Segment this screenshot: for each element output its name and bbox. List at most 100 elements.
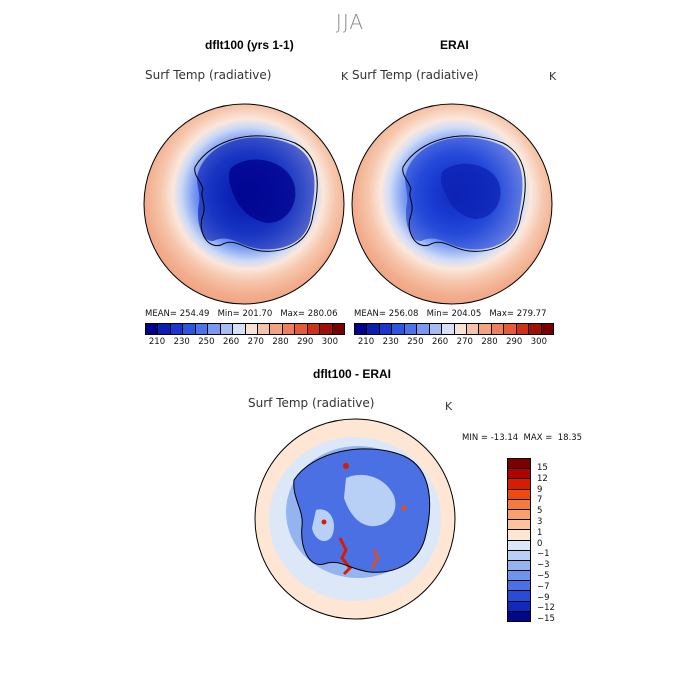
colorbar-tick-label: 280 — [481, 337, 498, 347]
colorbar-tick-label: −5 — [537, 571, 550, 581]
colorbar-tick-label: −12 — [537, 603, 555, 614]
colorbar-swatch — [392, 324, 405, 334]
colorbar-swatch — [508, 591, 530, 602]
colorbar-swatch — [466, 324, 480, 334]
colorbar-swatch — [529, 324, 542, 334]
season-title: JJA — [335, 10, 365, 34]
right-stats: MEAN= 256.08 Min= 204.05 Max= 279.77 — [354, 309, 547, 319]
colorbar-swatch — [508, 560, 530, 572]
diff-panel-title: dflt100 - ERAI — [313, 367, 392, 381]
colorbar-swatch — [454, 324, 467, 334]
colorbar-tick-label: 270 — [247, 337, 264, 347]
colorbar-tick-label: 9 — [537, 484, 543, 495]
colorbar-tick-label: −7 — [537, 581, 550, 592]
colorbar-tick-label: 12 — [537, 473, 548, 484]
left-units-label: K — [341, 70, 349, 83]
colorbar-swatch — [404, 324, 418, 334]
colorbar-swatch — [146, 324, 159, 334]
colorbar-tick-label: 270 — [456, 337, 473, 347]
colorbar-swatch — [245, 324, 258, 334]
colorbar-tick-label: 280 — [272, 337, 289, 347]
left-variable-label: Surf Temp (radiative) — [145, 68, 272, 82]
diff-min-value: -13.14 — [490, 433, 519, 443]
right-antarctica-coastline — [402, 135, 526, 252]
colorbar-swatch — [208, 324, 221, 334]
colorbar-swatch — [332, 324, 344, 334]
diff-polar-map — [254, 418, 456, 620]
colorbar-swatch — [195, 324, 209, 334]
colorbar-swatch — [158, 324, 171, 334]
left-min-value: 201.70 — [242, 309, 273, 319]
colorbar-tick-label: 1 — [537, 527, 543, 538]
colorbar-swatch — [270, 324, 283, 334]
diff-antarctica-coastline — [293, 448, 431, 573]
right-max-label: Max= — [489, 309, 515, 319]
left-colorbar — [145, 323, 345, 335]
colorbar-swatch — [508, 469, 530, 480]
colorbar-swatch — [367, 324, 380, 334]
colorbar-swatch — [282, 324, 296, 334]
colorbar-swatch — [508, 479, 530, 490]
colorbar-swatch — [295, 324, 308, 334]
right-max-value: 279.77 — [516, 309, 547, 319]
colorbar-swatch — [429, 324, 443, 334]
colorbar-swatch — [307, 324, 321, 334]
colorbar-tick-label: 15 — [537, 463, 548, 473]
colorbar-tick-label: 290 — [506, 337, 523, 347]
colorbar-tick-label: 210 — [148, 337, 166, 347]
colorbar-tick-label: 3 — [537, 517, 543, 527]
colorbar-tick-label: 230 — [382, 337, 399, 347]
colorbar-swatch — [220, 324, 234, 334]
right-min-label: Min= — [426, 309, 449, 319]
colorbar-swatch — [479, 324, 492, 334]
colorbar-tick-label: 260 — [431, 337, 449, 347]
diff-max-label: MAX = — [523, 433, 553, 443]
colorbar-tick-label: 250 — [407, 337, 424, 347]
colorbar-swatch — [508, 601, 530, 612]
colorbar-tick-label: −15 — [537, 614, 555, 625]
left-polar-map — [143, 103, 345, 305]
colorbar-swatch — [508, 499, 530, 510]
diff-temperature-field — [255, 419, 455, 619]
diff-minmax: MIN = -13.14 MAX = 18.35 — [462, 433, 582, 443]
colorbar-swatch — [508, 611, 530, 621]
right-variable-label: Surf Temp (radiative) — [352, 68, 479, 82]
right-min-value: 204.05 — [451, 309, 482, 319]
colorbar-swatch — [516, 324, 530, 334]
colorbar-tick-label: 290 — [297, 337, 314, 347]
colorbar-swatch — [508, 550, 530, 561]
colorbar-swatch — [508, 509, 530, 521]
left-max-label: Max= — [280, 309, 306, 319]
right-units-label: K — [549, 70, 557, 83]
left-mean-value: 254.49 — [179, 309, 210, 319]
right-polar-map — [351, 103, 553, 305]
colorbar-tick-label: 5 — [537, 506, 543, 517]
colorbar-swatch — [355, 324, 368, 334]
colorbar-tick-label: 260 — [222, 337, 240, 347]
diff-units-label: K — [445, 400, 453, 413]
colorbar-swatch — [541, 324, 553, 334]
colorbar-swatch — [508, 571, 530, 582]
colorbar-tick-label: 230 — [173, 337, 190, 347]
colorbar-swatch — [508, 540, 530, 551]
colorbar-swatch — [491, 324, 505, 334]
left-antarctica-coastline — [194, 135, 318, 252]
colorbar-swatch — [417, 324, 430, 334]
colorbar-swatch — [508, 581, 530, 592]
colorbar-tick-label: 300 — [530, 337, 548, 347]
colorbar-swatch — [183, 324, 196, 334]
left-panel-title: dflt100 (yrs 1-1) — [205, 38, 294, 52]
colorbar-tick-label: −9 — [537, 592, 550, 603]
colorbar-swatch — [170, 324, 184, 334]
colorbar-tick-label: 7 — [537, 495, 543, 506]
colorbar-swatch — [257, 324, 271, 334]
colorbar-tick-label: 300 — [321, 337, 339, 347]
colorbar-tick-label: −3 — [537, 560, 550, 571]
left-stats: MEAN= 254.49 Min= 201.70 Max= 280.06 — [145, 309, 338, 319]
left-min-label: Min= — [217, 309, 240, 319]
colorbar-swatch — [320, 324, 333, 334]
diff-min-label: MIN = — [462, 433, 489, 443]
colorbar-swatch — [508, 459, 530, 470]
colorbar-tick-label: −1 — [537, 549, 550, 560]
colorbar-swatch — [508, 530, 530, 541]
